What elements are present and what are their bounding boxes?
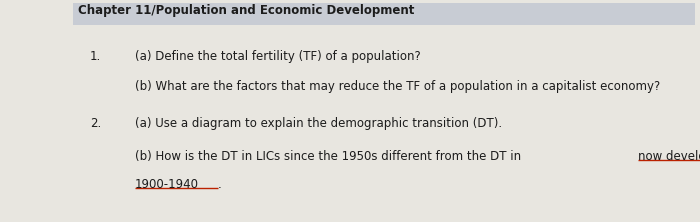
Text: 1900-1940: 1900-1940 — [135, 178, 199, 191]
Text: (a) Use a diagram to explain the demographic transition (DT).: (a) Use a diagram to explain the demogra… — [135, 117, 502, 130]
Text: Chapter 11/Population and Economic Development: Chapter 11/Population and Economic Devel… — [78, 4, 414, 16]
Text: now developed: now developed — [638, 150, 700, 163]
Text: .: . — [218, 178, 221, 191]
Text: (b) What are the factors that may reduce the TF of a population in a capitalist : (b) What are the factors that may reduce… — [135, 80, 660, 93]
Bar — [73, 3, 695, 25]
Text: 2.: 2. — [90, 117, 101, 130]
Text: (a) Define the total fertility (TF) of a population?: (a) Define the total fertility (TF) of a… — [135, 50, 421, 63]
Text: (b) How is the DT in LICs since the 1950s different from the DT in: (b) How is the DT in LICs since the 1950… — [135, 150, 525, 163]
Text: 1.: 1. — [90, 50, 101, 63]
